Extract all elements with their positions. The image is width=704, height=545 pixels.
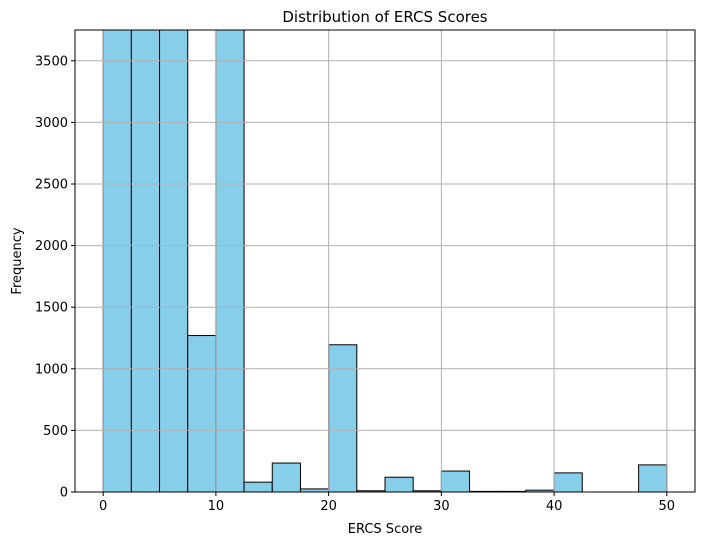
histogram-bar — [187, 335, 217, 493]
y-axis-label: Frequency — [10, 227, 25, 294]
histogram-bar — [159, 29, 189, 493]
plot-frame — [74, 29, 696, 493]
histogram-bar — [215, 29, 245, 493]
x-tick-label: 20 — [320, 499, 337, 514]
x-axis-ticks: 0 10 20 30 40 50 — [99, 492, 675, 514]
chart-title: Distribution of ERCS Scores — [282, 8, 487, 26]
y-tick-label: 1000 — [35, 362, 68, 377]
histogram-bar — [440, 470, 471, 493]
histogram-bar — [328, 344, 358, 493]
histogram-bar — [384, 476, 414, 493]
x-tick-label: 50 — [659, 499, 676, 514]
histogram-bar — [638, 464, 668, 493]
histogram-bar — [130, 29, 161, 493]
x-tick-label: 10 — [208, 499, 225, 514]
y-tick-label: 1500 — [35, 301, 68, 316]
y-tick-label: 500 — [43, 424, 68, 439]
x-tick-label: 30 — [433, 499, 450, 514]
x-tick-label: 0 — [99, 499, 107, 514]
histogram-bar — [553, 472, 583, 493]
y-tick-label: 2000 — [35, 239, 68, 254]
histogram-bar — [271, 462, 301, 493]
y-tick-label: 3000 — [35, 116, 68, 131]
y-tick-label: 3500 — [35, 54, 68, 69]
x-tick-label: 40 — [546, 499, 563, 514]
x-axis-label: ERCS Score — [348, 522, 422, 537]
y-axis-ticks: 0 500 1000 1500 2000 2500 3000 3500 — [35, 54, 75, 501]
histogram-bar — [243, 481, 273, 493]
y-tick-label: 2500 — [35, 178, 68, 193]
histogram-bar — [102, 29, 132, 493]
y-tick-label: 0 — [60, 486, 68, 501]
bars — [102, 29, 668, 493]
